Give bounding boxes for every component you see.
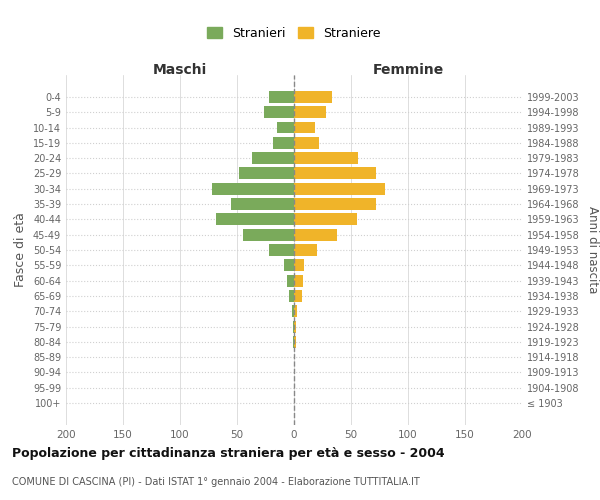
Bar [294,320,296,332]
Bar [274,137,294,149]
Y-axis label: Anni di nascita: Anni di nascita [586,206,599,294]
Bar [294,290,302,302]
Bar [217,214,294,226]
Bar [294,198,376,210]
Bar [294,228,337,240]
Bar [294,106,326,118]
Bar [284,260,294,272]
Text: Popolazione per cittadinanza straniera per età e sesso - 2004: Popolazione per cittadinanza straniera p… [12,448,445,460]
Bar [265,106,294,118]
Bar [269,91,294,103]
Bar [287,274,294,286]
Y-axis label: Fasce di età: Fasce di età [14,212,27,288]
Bar [292,306,294,317]
Bar [294,306,298,317]
Text: Femmine: Femmine [373,63,443,77]
Bar [277,122,294,134]
Bar [232,198,294,210]
Bar [293,336,294,348]
Bar [294,244,317,256]
Bar [294,183,385,194]
Bar [252,152,294,164]
Bar [293,320,294,332]
Bar [294,152,358,164]
Bar [294,274,303,286]
Text: COMUNE DI CASCINA (PI) - Dati ISTAT 1° gennaio 2004 - Elaborazione TUTTITALIA.IT: COMUNE DI CASCINA (PI) - Dati ISTAT 1° g… [12,477,420,487]
Bar [294,214,356,226]
Bar [294,260,304,272]
Bar [212,183,294,194]
Bar [294,137,319,149]
Legend: Stranieri, Straniere: Stranieri, Straniere [202,22,386,45]
Bar [289,290,294,302]
Bar [239,168,294,179]
Text: Maschi: Maschi [153,63,207,77]
Bar [294,122,314,134]
Bar [294,336,296,348]
Bar [294,91,332,103]
Bar [242,228,294,240]
Bar [269,244,294,256]
Bar [294,168,376,179]
